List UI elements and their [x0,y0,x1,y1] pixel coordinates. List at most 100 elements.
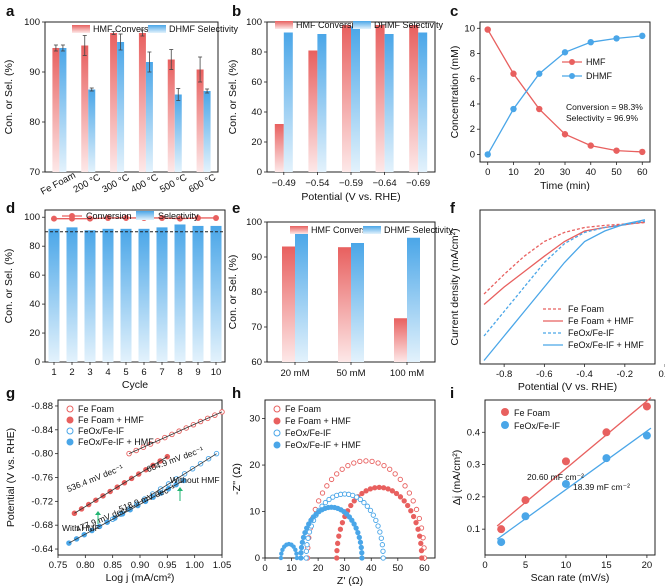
point-h3 [298,544,305,551]
panel-c: c 0 2 4 6 8 10 0 10 20 30 40 50 60 HMF DHMF Conversion =… [449,3,651,192]
point-h-small [278,555,284,561]
point-h0 [416,515,422,522]
point-hmf [587,142,594,149]
bar-selectivity [138,228,150,362]
bar-selectivity [174,94,182,172]
legend-marker [66,438,74,446]
x-axis-label-g: Log j (mA/cm²) [106,572,175,584]
point-h1 [337,526,344,532]
legend-label-f0: Fe Foam [568,304,604,314]
y-tick-label: 0 [257,167,262,178]
x-tick-label: −0.69 [406,178,430,189]
point-dhmf [639,32,646,40]
point-dhmf [510,105,517,113]
point-h-small [279,551,284,556]
point-h0 [413,506,420,513]
point-conversion [105,214,111,221]
x-axis-label-i: Scan rate (mV/s) [531,572,610,584]
y-tick-label: 0.3 [467,460,480,471]
point-h2 [304,542,310,548]
y-tick-label: 20 [251,137,262,148]
point-i1 [602,454,611,463]
panel-h: h 0 10 20 30 40 50 60 0 10 20 30 Fe Foam Fe Foam + HM… [231,385,436,587]
x-tick-label: 1 [51,367,56,378]
point-h0 [363,458,369,464]
y-tick-label: 80 [251,287,262,298]
panel-i: i 0 5 10 15 20 0.1 0.2 0.3 0.4 20.60 mF cm⁻²18.39 … [450,385,656,584]
panel-label-i: i [450,385,454,402]
point-h2 [375,523,381,529]
legend-swatch [72,25,90,33]
x-tick-label: -0.6 [536,369,552,380]
legend-label-i0: Fe Foam [514,408,550,418]
point-h0 [345,462,351,469]
legend-marker [273,441,281,449]
y-tick-label: 0.4 [467,427,480,438]
annotation-with-hmf: With HMF [62,523,100,533]
point-h3 [359,555,365,561]
point-h1 [401,498,407,504]
point-i0 [497,525,506,534]
legend-label-h1: Fe Foam + HMF [285,416,351,426]
bar-conversion [196,69,204,172]
x-tick-label: -0.8 [496,369,512,380]
y-tick-label: 90 [29,67,40,78]
fit-line [128,411,223,455]
y-tick-label: 90 [251,252,262,263]
legend-label-a0: HMF Conversion [93,24,161,34]
point-h0 [319,490,326,496]
x-tick-label: 100 mM [390,368,424,379]
bar-selectivity [102,228,114,362]
bar-conversion [282,246,295,362]
point-conversion [123,214,129,221]
x-tick-label: −0.59 [339,178,363,189]
fit-line-i1 [496,427,652,540]
point-hmf [484,26,491,33]
point-h3 [349,517,355,523]
y-tick-label: 0 [470,149,475,160]
point-h0 [351,460,357,466]
bar-selectivity [351,243,364,362]
y-tick-label: 70 [251,322,262,333]
x-tick-label: 200 °C [72,172,103,195]
point-g1 [71,510,78,517]
x-tick-label: 20 [642,560,653,571]
panel-i-frame [484,399,656,556]
point-conversion [177,215,183,222]
point-h0 [339,466,345,472]
bar-conversion [409,25,419,172]
point-h0 [381,462,387,469]
legend-marker [66,416,74,424]
legend-marker [569,59,575,65]
panel-b: b 0 20 40 60 80 100 −0.49 −0.54 −0.59 −0.64 −0.69 Co… [227,3,444,203]
point-h0 [392,471,398,477]
bar-selectivity [117,42,125,172]
legend-label-d0: Conversion [86,211,132,221]
point-h1 [334,555,340,561]
point-h3 [359,550,365,556]
point-hmf [536,105,543,113]
point-dhmf [484,151,491,158]
f-series-1-line [483,221,646,305]
y-axis-label-b: Con. or Sel. (%) [227,60,239,135]
point-i0 [561,457,570,466]
point-h-small [294,551,299,556]
bar-conversion [342,25,351,172]
point-g0 [126,450,132,457]
point-h1 [393,490,400,497]
x-tick-label: -0.4 [576,369,592,380]
legend-label-g0: Fe Foam [78,404,114,414]
point-h1 [415,526,421,532]
point-h1 [408,508,414,514]
x-tick-label: 0 [482,560,487,571]
point-dhmf [536,70,543,77]
x-tick-label: 5 [523,560,528,571]
bar-selectivity [210,225,222,362]
y-axis-label-e: Con. or Sel. (%) [227,255,239,330]
legend-marker [273,417,281,425]
y-tick-label: 60 [251,357,262,368]
point-conversion [87,215,93,222]
y-tick-label: 2 [470,124,475,135]
x-tick-label: 500 °C [158,172,189,195]
legend-label-d1: Selectivity [158,211,199,221]
